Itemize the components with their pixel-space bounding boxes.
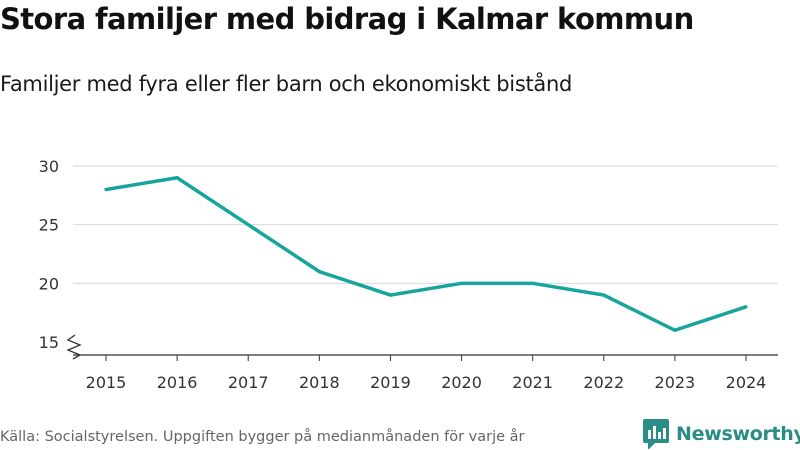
x-axis-tick-labels: 2015 2016 2017 2018 2019 2020 2021 2022 2023 2024 <box>86 373 767 392</box>
axis-break-zigzag <box>66 334 82 360</box>
chart-subtitle: Familjer med fyra eller fler barn och ek… <box>0 72 573 96</box>
data-point <box>175 176 179 180</box>
newsworthy-logo-icon <box>643 419 669 449</box>
data-point <box>744 305 748 309</box>
x-tick-label: 2022 <box>583 373 624 392</box>
data-point <box>459 281 464 285</box>
x-tick-label: 2021 <box>512 373 553 392</box>
y-tick-label: 30 <box>39 157 59 176</box>
data-point <box>673 328 677 332</box>
data-point <box>531 281 535 285</box>
x-tick-label: 2020 <box>441 373 482 392</box>
x-tick-label: 2015 <box>86 373 127 392</box>
data-point <box>602 293 606 297</box>
y-tick-label: 25 <box>39 216 59 235</box>
data-series <box>104 175 748 333</box>
y-tick-label: 15 <box>39 333 59 352</box>
x-tick-label: 2024 <box>726 373 767 392</box>
axis-break-icon <box>66 334 82 360</box>
x-tick-label: 2016 <box>157 373 198 392</box>
x-tick-label: 2019 <box>370 373 411 392</box>
data-point <box>104 187 108 192</box>
y-axis-tick-labels: 15 20 25 30 <box>39 157 59 352</box>
x-tick-label: 2018 <box>299 373 340 392</box>
grid-lines <box>73 165 778 284</box>
x-axis <box>73 354 778 361</box>
series-line <box>105 175 747 333</box>
x-tick-label: 2017 <box>228 373 269 392</box>
brand-name: Newsworthy <box>676 423 800 445</box>
y-tick-label: 20 <box>39 274 59 293</box>
x-tick-label: 2023 <box>655 373 696 392</box>
newsworthy-logo: Newsworthy <box>643 419 800 449</box>
data-point <box>317 270 321 274</box>
data-point <box>388 293 393 297</box>
chart-title: Stora familjer med bidrag i Kalmar kommu… <box>0 2 694 36</box>
line-chart: 15 20 25 30 2015 2016 2017 2018 2019 2020 2021 202… <box>39 157 778 392</box>
data-point <box>246 223 250 227</box>
source-note: Källa: Socialstyrelsen. Uppgiften bygger… <box>0 429 525 445</box>
